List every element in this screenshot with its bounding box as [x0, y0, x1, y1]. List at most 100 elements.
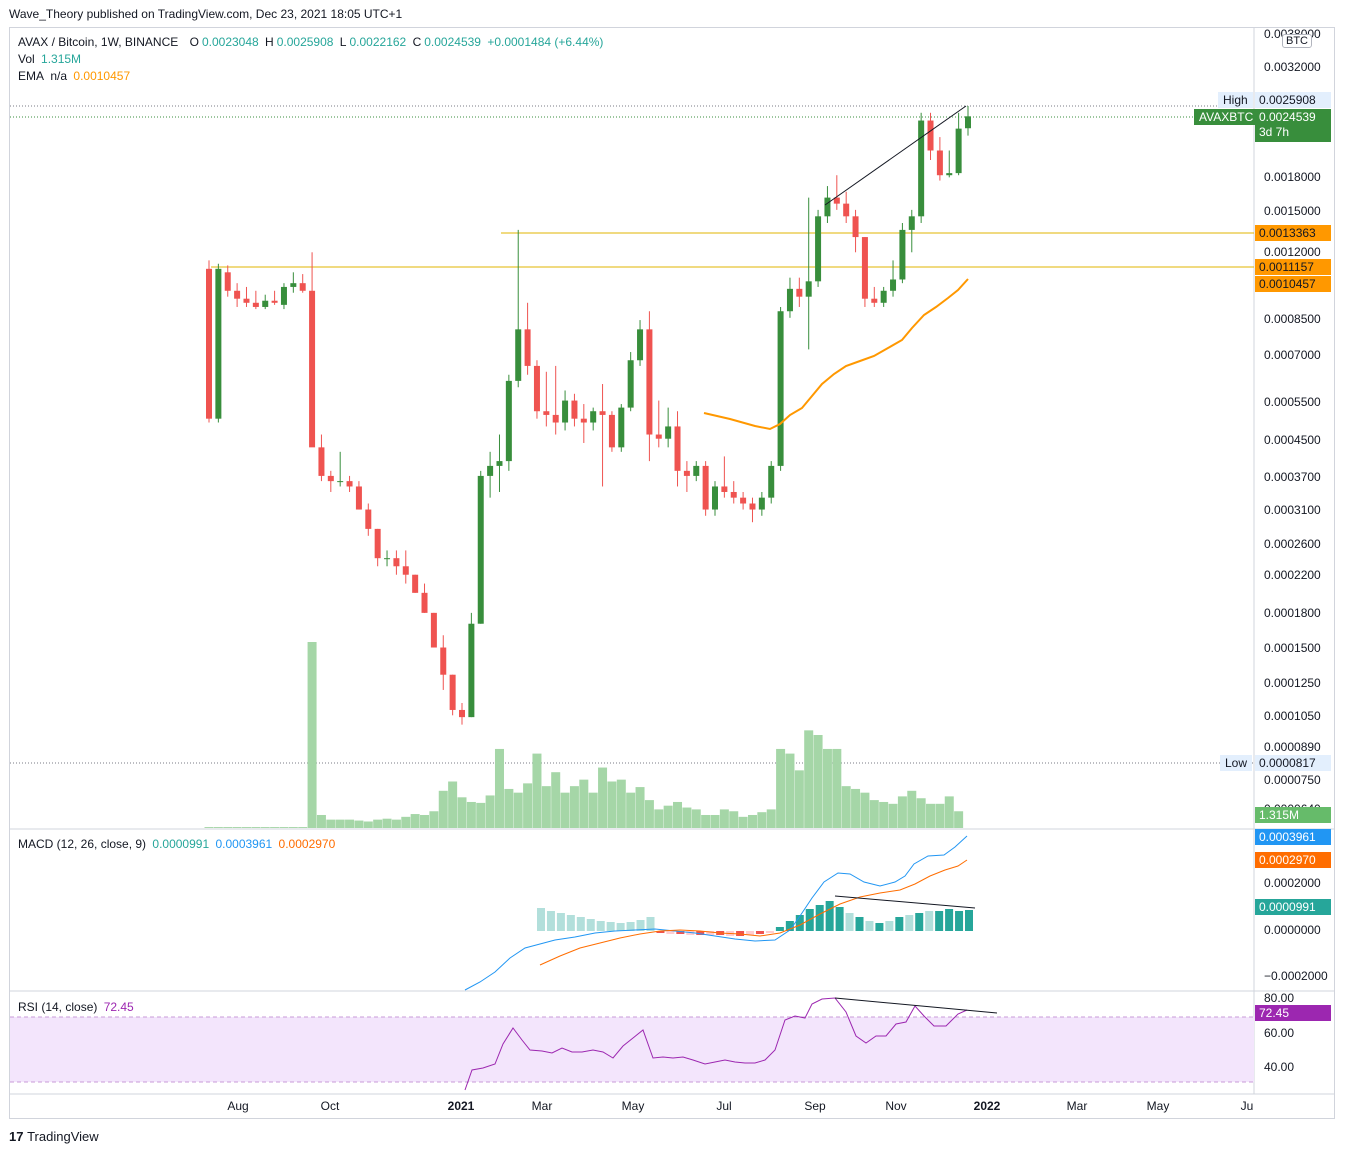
- rsi-axis-40: 40.00: [1264, 1060, 1295, 1074]
- candle-body: [693, 465, 700, 476]
- volume-bar: [841, 786, 851, 828]
- candle-body: [655, 434, 662, 439]
- rsi-trendline[interactable]: [834, 997, 998, 1014]
- level1-tag: 0.0013363: [1255, 225, 1331, 241]
- high-value: 0.0025908: [276, 35, 334, 49]
- macd-hist-bar: [875, 923, 884, 931]
- candle-body: [309, 290, 316, 448]
- candle-body: [206, 268, 212, 419]
- volume-bar: [420, 814, 430, 828]
- volume-bar: [429, 811, 439, 828]
- candle-body: [496, 461, 503, 466]
- candle-body: [721, 486, 728, 492]
- time-axis-label: 2022: [973, 1099, 1001, 1113]
- volume-bar: [954, 811, 964, 828]
- volume-bar: [879, 801, 889, 828]
- macd-hist-bar: [696, 931, 705, 935]
- candle-body: [393, 558, 400, 567]
- candle-body: [280, 286, 287, 305]
- time-axis-label: Sep: [804, 1099, 826, 1113]
- candle-body: [871, 298, 878, 303]
- macd-axis-top: 0.0002000: [1264, 876, 1321, 890]
- volume-bar: [607, 781, 617, 828]
- time-axis-label: Mar: [531, 1099, 553, 1113]
- candle-body: [665, 426, 672, 439]
- candle-body: [768, 465, 775, 498]
- price-axis-label: 0.0032000: [1264, 60, 1321, 74]
- volume-bar: [223, 827, 233, 828]
- macd-hist-bar: [626, 922, 635, 931]
- macd-title[interactable]: MACD (12, 26, close, 9): [18, 837, 147, 851]
- price-axis-label: 0.0015000: [1264, 204, 1321, 218]
- volume-bar: [373, 819, 383, 828]
- time-axis-label: Jul: [716, 1099, 732, 1113]
- ema-value-tag: 0.0010457: [1255, 276, 1331, 292]
- volume-bar: [251, 827, 261, 828]
- currency-button[interactable]: BTC: [1282, 34, 1312, 48]
- macd-tag: 0.0003961: [1255, 829, 1331, 845]
- volume-bar: [682, 807, 692, 828]
- time-axis-label: Aug: [227, 1099, 249, 1113]
- symbol-title[interactable]: AVAX / Bitcoin, 1W, BINANCE: [18, 35, 179, 49]
- volume-bar: [438, 790, 448, 828]
- candle-body: [702, 465, 709, 510]
- macd-hist-bar: [616, 923, 625, 931]
- change-value: +0.0001484 (+6.44%): [487, 35, 604, 49]
- volume-bar: [391, 819, 401, 828]
- candle-body: [777, 311, 784, 466]
- price-axis-label: 0.0004500: [1264, 433, 1321, 447]
- price-axis-label: 0.0007000: [1264, 348, 1321, 362]
- macd-hist-bar: [865, 921, 874, 931]
- macd-hist-bar: [855, 917, 864, 931]
- volume-bar: [916, 798, 926, 828]
- volume-bar: [326, 819, 336, 828]
- candle-body: [533, 365, 540, 412]
- candle-body: [758, 497, 765, 510]
- macd-hist-bar: [915, 913, 924, 931]
- candle-body: [749, 503, 756, 510]
- candle-body: [318, 447, 325, 476]
- macd-hist-bar: [925, 911, 934, 931]
- tv-logo-icon: 17: [9, 1129, 24, 1144]
- macd-hist-bar: [736, 931, 745, 936]
- volume-bar: [869, 800, 879, 828]
- macd-hist-bar: [676, 931, 685, 934]
- candle-body: [927, 120, 934, 151]
- macd-axis-bottom: −0.0002000: [1264, 969, 1328, 983]
- volume-bar: [345, 819, 355, 828]
- rsi-axis-80: 80.00: [1264, 991, 1295, 1005]
- macd-hist-bar: [835, 907, 844, 931]
- candle-body: [786, 288, 793, 312]
- candle-body: [477, 475, 484, 624]
- candle-body: [580, 418, 587, 423]
- macd-axis-zero: 0.0000000: [1264, 923, 1321, 937]
- volume-bar: [363, 821, 373, 828]
- volume-bar: [213, 827, 223, 828]
- candle-body: [524, 329, 531, 366]
- price-axis-label: 0.0001800: [1264, 606, 1321, 620]
- volume-bar: [260, 827, 270, 828]
- high-label-tag: High: [1218, 92, 1253, 108]
- signal-tag: 0.0002970: [1255, 852, 1331, 868]
- macd-trendline[interactable]: [834, 895, 976, 909]
- rsi-title[interactable]: RSI (14, close): [18, 1000, 98, 1014]
- candle-body: [824, 197, 831, 217]
- tv-brand: TradingView: [27, 1129, 99, 1144]
- price-trendline[interactable]: [824, 105, 967, 206]
- macd-hist-bar: [596, 921, 605, 931]
- tradingview-logo[interactable]: 17 TradingView: [9, 1129, 99, 1144]
- volume-bar: [288, 827, 298, 828]
- volume-bar: [710, 814, 720, 828]
- price-axis-label: 0.0002200: [1264, 568, 1321, 582]
- candle-body: [271, 300, 278, 303]
- publish-info: Wave_Theory published on TradingView.com…: [9, 7, 403, 21]
- candle-body: [618, 407, 625, 448]
- volume-bar: [335, 819, 345, 828]
- macd-hist-bar: [656, 931, 665, 933]
- candle-body: [946, 173, 953, 176]
- volume-bars: [204, 642, 964, 828]
- volume-bar: [598, 767, 608, 828]
- macd-value: 0.0003961: [215, 837, 273, 851]
- candle-body: [562, 400, 569, 423]
